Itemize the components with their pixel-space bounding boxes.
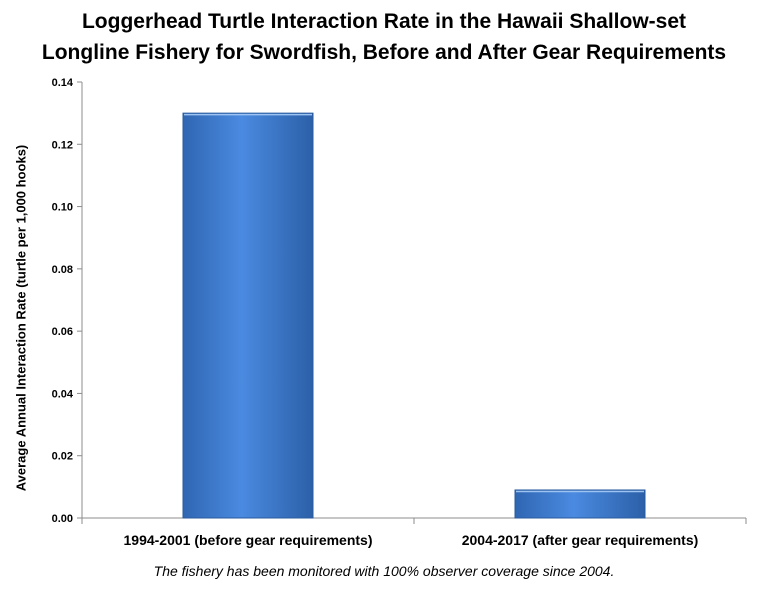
x-category-label: 2004-2017 (after gear requirements): [462, 532, 699, 548]
y-tick-label: 0.14: [52, 77, 74, 89]
bar-chart: 0.00 0.02 0.04 0.06 0.08 0.10 0.12 0.14 1994-200…: [52, 77, 747, 548]
y-tick-label: 0.02: [52, 451, 73, 463]
chart-title-line-1: Loggerhead Turtle Interaction Rate in th…: [81, 10, 687, 33]
chart-title: Loggerhead Turtle Interaction Rate in th…: [0, 6, 768, 68]
y-tick-label: 0.12: [52, 139, 73, 151]
axes: [77, 81, 747, 524]
footnote: The fishery has been monitored with 100%…: [153, 563, 615, 579]
y-tick-label: 0.00: [52, 513, 73, 525]
y-tick-label: 0.10: [52, 202, 73, 214]
x-category-label: 1994-2001 (before gear requirements): [124, 532, 373, 548]
y-tick-label: 0.04: [52, 388, 74, 400]
bar: [514, 489, 646, 519]
y-tick-label: 0.08: [52, 264, 73, 276]
y-tick-label: 0.06: [52, 326, 73, 338]
bar: [182, 112, 314, 519]
labels: 0.00 0.02 0.04 0.06 0.08 0.10 0.12 0.14 1994-200…: [52, 77, 699, 548]
chart-title-line-2: Longline Fishery for Swordfish, Before a…: [41, 41, 727, 64]
bars: [182, 112, 646, 519]
